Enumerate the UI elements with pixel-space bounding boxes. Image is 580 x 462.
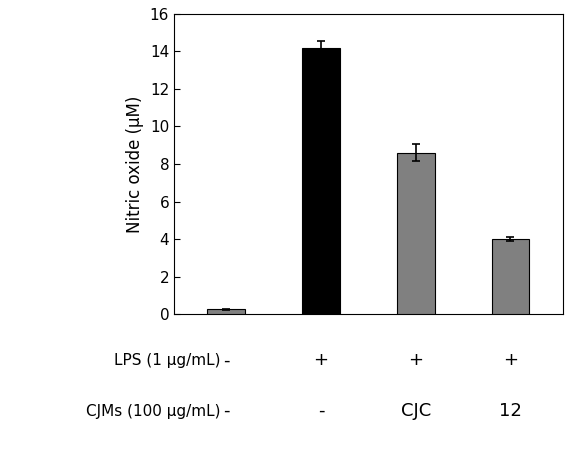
- Text: LPS (1 μg/mL): LPS (1 μg/mL): [114, 353, 220, 368]
- Text: -: -: [223, 402, 229, 420]
- Text: +: +: [503, 352, 518, 369]
- Text: +: +: [408, 352, 423, 369]
- Text: +: +: [313, 352, 328, 369]
- Bar: [397, 153, 434, 314]
- Text: -: -: [223, 352, 229, 369]
- Text: CJMs (100 μg/mL): CJMs (100 μg/mL): [86, 404, 220, 419]
- Y-axis label: Nitric oxide (μM): Nitric oxide (μM): [126, 95, 144, 233]
- Bar: [207, 310, 245, 314]
- Text: -: -: [318, 402, 324, 420]
- Text: 12: 12: [499, 402, 522, 420]
- Bar: [302, 48, 340, 314]
- Bar: [491, 239, 530, 314]
- Text: CJC: CJC: [401, 402, 431, 420]
